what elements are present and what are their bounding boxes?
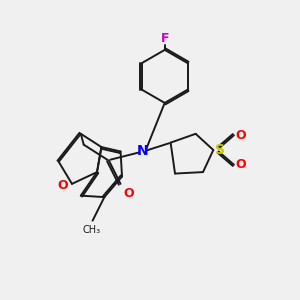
Text: O: O [123,187,134,200]
Text: CH₃: CH₃ [82,225,100,235]
Text: O: O [58,179,68,192]
Text: F: F [160,32,169,45]
Text: O: O [236,158,246,171]
Text: N: N [137,145,148,158]
Text: S: S [215,143,225,157]
Text: O: O [236,129,246,142]
